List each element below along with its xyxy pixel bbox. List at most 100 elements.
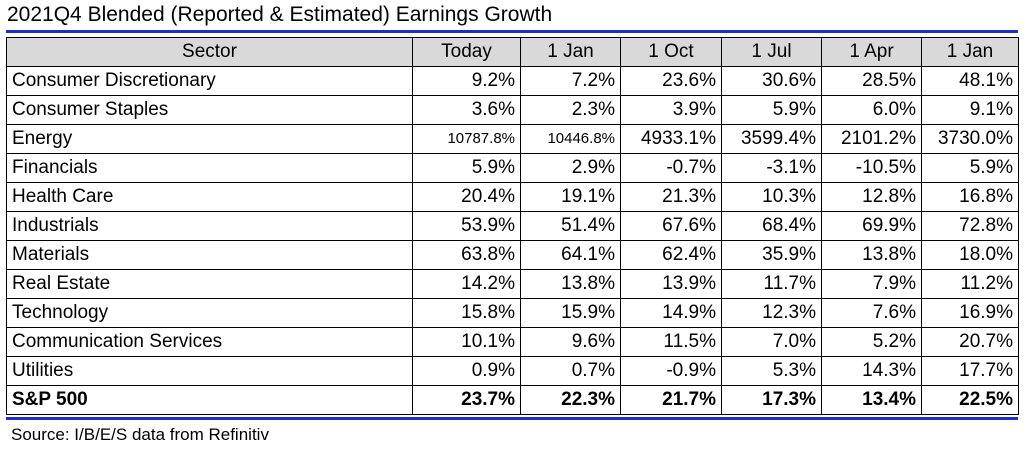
top-rule — [6, 30, 1018, 33]
table-row: Industrials 53.9% 51.4% 67.6% 68.4% 69.9% 72.8… — [6, 211, 1019, 241]
growth-value: 14.9% — [620, 298, 722, 328]
sector-name: Utilities — [6, 356, 413, 386]
growth-value: 14.2% — [412, 269, 521, 299]
growth-value: 14.3% — [821, 356, 922, 386]
growth-value: 11.7% — [721, 269, 822, 299]
table-row: Health Care 20.4% 19.1% 21.3% 10.3% 12.8% 16.8… — [6, 182, 1019, 212]
growth-value: 28.5% — [821, 66, 922, 96]
growth-value: 3.9% — [620, 95, 722, 125]
sector-name: Materials — [6, 240, 413, 270]
column-header-today: Today — [412, 37, 521, 67]
growth-value: 2.3% — [520, 95, 621, 125]
growth-value: 13.8% — [520, 269, 621, 299]
growth-value: 0.9% — [412, 356, 521, 386]
growth-value: 12.3% — [721, 298, 822, 328]
growth-value: 23.7% — [412, 385, 521, 415]
growth-value: 15.9% — [520, 298, 621, 328]
table-row: Energy 10787.8% 10446.8% 4933.1% 3599.4% 2101… — [6, 124, 1019, 154]
growth-value: 3599.4% — [721, 124, 822, 154]
growth-value: 67.6% — [620, 211, 722, 241]
growth-value: -10.5% — [821, 153, 922, 183]
header-row: Sector Today 1 Jan 1 Oct 1 Jul 1 Apr 1 J… — [6, 37, 1019, 67]
table-row: Financials 5.9% 2.9% -0.7% -3.1% -10.5% 5.9% — [6, 153, 1019, 183]
growth-value: -0.7% — [620, 153, 722, 183]
column-header-sector: Sector — [6, 37, 413, 67]
column-header-1-jul: 1 Jul — [721, 37, 822, 67]
growth-value: 5.9% — [921, 153, 1019, 183]
growth-value: 17.7% — [921, 356, 1019, 386]
growth-value: 16.9% — [921, 298, 1019, 328]
sector-name: Consumer Staples — [6, 95, 413, 125]
growth-value: 16.8% — [921, 182, 1019, 212]
column-header-1-oct: 1 Oct — [620, 37, 722, 67]
growth-value: 21.3% — [620, 182, 722, 212]
growth-value: 9.2% — [412, 66, 521, 96]
growth-value: 69.9% — [821, 211, 922, 241]
table-title: 2021Q4 Blended (Reported & Estimated) Ea… — [7, 3, 553, 26]
growth-value: 10.3% — [721, 182, 822, 212]
growth-value: 68.4% — [721, 211, 822, 241]
table-row: Technology 15.8% 15.9% 14.9% 12.3% 7.6% 16.9% — [6, 298, 1019, 328]
column-header-1-jan-current: 1 Jan — [520, 37, 621, 67]
total-row: S&P 500 23.7% 22.3% 21.7% 17.3% 13.4% 22.5% — [6, 385, 1019, 415]
growth-value: 5.9% — [412, 153, 521, 183]
sector-name: Consumer Discretionary — [6, 66, 413, 96]
growth-value: 9.6% — [520, 327, 621, 357]
sector-name: Industrials — [6, 211, 413, 241]
growth-value: 3.6% — [412, 95, 521, 125]
growth-value: 10446.8% — [520, 124, 621, 154]
sector-name: Technology — [6, 298, 413, 328]
earnings-growth-table: Sector Today 1 Jan 1 Oct 1 Jul 1 Apr 1 J… — [6, 37, 1019, 415]
source-note: Source: I/B/E/S data from Refinitiv — [11, 425, 269, 444]
table-row: Consumer Staples 3.6% 2.3% 3.9% 5.9% 6.0% 9.1% — [6, 95, 1019, 125]
sector-name: Communication Services — [6, 327, 413, 357]
growth-value: 51.4% — [520, 211, 621, 241]
growth-value: 15.8% — [412, 298, 521, 328]
column-header-1-jan-prior: 1 Jan — [921, 37, 1019, 67]
growth-value: 17.3% — [721, 385, 822, 415]
sector-name: Real Estate — [6, 269, 413, 299]
sector-name: Energy — [6, 124, 413, 154]
growth-value: 0.7% — [520, 356, 621, 386]
growth-value: 23.6% — [620, 66, 722, 96]
growth-value: 5.2% — [821, 327, 922, 357]
growth-value: 7.0% — [721, 327, 822, 357]
growth-value: 3730.0% — [921, 124, 1019, 154]
growth-value: 13.4% — [821, 385, 922, 415]
growth-value: -0.9% — [620, 356, 722, 386]
growth-value: 63.8% — [412, 240, 521, 270]
growth-value: 48.1% — [921, 66, 1019, 96]
growth-value: 22.3% — [520, 385, 621, 415]
table-row: Utilities 0.9% 0.7% -0.9% 5.3% 14.3% 17.7% — [6, 356, 1019, 386]
sector-name: S&P 500 — [6, 385, 413, 415]
growth-value: 7.6% — [821, 298, 922, 328]
growth-value: 13.8% — [821, 240, 922, 270]
growth-value: 20.7% — [921, 327, 1019, 357]
growth-value: 9.1% — [921, 95, 1019, 125]
growth-value: 35.9% — [721, 240, 822, 270]
growth-value: 19.1% — [520, 182, 621, 212]
growth-value: 5.9% — [721, 95, 822, 125]
growth-value: 7.2% — [520, 66, 621, 96]
growth-value: 6.0% — [821, 95, 922, 125]
growth-value: 64.1% — [520, 240, 621, 270]
growth-value: 2.9% — [520, 153, 621, 183]
growth-value: 62.4% — [620, 240, 722, 270]
growth-value: 72.8% — [921, 211, 1019, 241]
growth-value: 7.9% — [821, 269, 922, 299]
growth-value: 21.7% — [620, 385, 722, 415]
growth-value: 22.5% — [921, 385, 1019, 415]
table-row: Real Estate 14.2% 13.8% 13.9% 11.7% 7.9% 11.2% — [6, 269, 1019, 299]
growth-value: 13.9% — [620, 269, 722, 299]
growth-value: 4933.1% — [620, 124, 722, 154]
growth-value: 10787.8% — [412, 124, 521, 154]
table-row: Consumer Discretionary 9.2% 7.2% 23.6% 30.6%… — [6, 66, 1019, 96]
column-header-1-apr: 1 Apr — [821, 37, 922, 67]
growth-value: 53.9% — [412, 211, 521, 241]
table-row: Communication Services 10.1% 9.6% 11.5% 7.0%… — [6, 327, 1019, 357]
growth-value: -3.1% — [721, 153, 822, 183]
growth-value: 5.3% — [721, 356, 822, 386]
growth-value: 2101.2% — [821, 124, 922, 154]
sector-name: Financials — [6, 153, 413, 183]
table-row: Materials 63.8% 64.1% 62.4% 35.9% 13.8% 18.0% — [6, 240, 1019, 270]
